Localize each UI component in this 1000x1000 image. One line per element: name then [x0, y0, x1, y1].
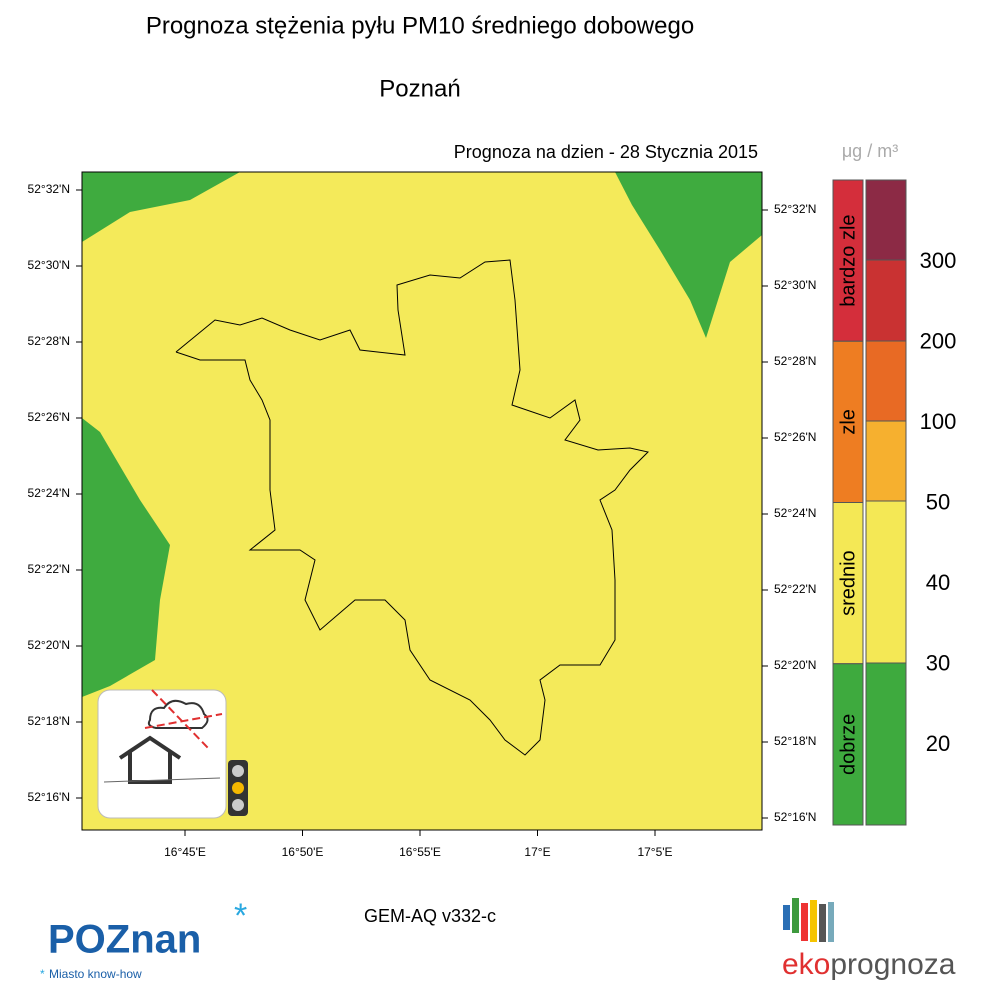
cross-line: [151, 689, 211, 751]
category-label: bardzo zle: [837, 214, 859, 306]
lat-label-right: 52°24'N: [774, 506, 816, 520]
lat-label-left: 52°30'N: [28, 258, 70, 272]
level-label: 200: [920, 328, 957, 353]
forecast-date: Prognoza na dzien - 28 Stycznia 2015: [454, 142, 758, 162]
logo-bar: [801, 903, 808, 941]
model-label: GEM-AQ v332-c: [364, 906, 496, 926]
lat-label-right: 52°18'N: [774, 734, 816, 748]
lat-label-left: 52°20'N: [28, 638, 70, 652]
level-label: 300: [920, 248, 957, 273]
category-band: [832, 340, 864, 503]
level-swatch: [865, 340, 907, 422]
city-boundary: [175, 259, 649, 756]
icon: [97, 689, 248, 819]
prognoza: prognoza: [830, 948, 955, 981]
eko-logo-icon: [783, 898, 834, 942]
light: [232, 799, 244, 811]
logo-bar: [828, 902, 834, 942]
lat-label-left: 52°16'N: [28, 790, 70, 804]
lon-label: 17°E: [524, 845, 550, 859]
green-area: [82, 418, 170, 697]
lat-label-left: 52°18'N: [28, 714, 70, 728]
level-swatch: [865, 500, 907, 664]
level-label: 50: [926, 489, 950, 514]
logo-asterisk-small: *: [40, 967, 45, 981]
cloud: [147, 699, 209, 729]
house: [118, 735, 182, 784]
poznan-tagline: Miasto know-how: [49, 967, 142, 981]
category-label: srednio: [837, 550, 859, 616]
lat-label-right: 52°16'N: [774, 810, 816, 824]
green-area: [615, 172, 762, 338]
category-label: dobrze: [837, 714, 859, 775]
lat-label-left: 52°32'N: [28, 182, 70, 196]
ground: [103, 777, 221, 783]
category-label: zle: [837, 409, 859, 435]
map-axes: 52°32'N 52°30'N 52°28'N 52°26'N 52°24'N 52°22…: [28, 182, 817, 859]
cross-line: [144, 713, 223, 729]
lat-label-left: 52°22'N: [28, 562, 70, 576]
lat-label-right: 52°26'N: [774, 430, 816, 444]
logo-bar: [819, 904, 826, 942]
lat-label-right: 52°28'N: [774, 354, 816, 368]
level-label: 40: [926, 570, 950, 595]
category-band: [832, 502, 864, 665]
logo-bar: [792, 898, 799, 933]
lat-label-right: 52°22'N: [774, 582, 816, 596]
lat-label-left: 52°28'N: [28, 334, 70, 348]
category-band: [832, 663, 864, 826]
map-frame: [81, 171, 763, 831]
green-area: [82, 172, 240, 242]
lon-label: 16°55'E: [399, 845, 441, 859]
lat-label-right: 52°20'N: [774, 658, 816, 672]
level-label: 30: [926, 650, 950, 675]
eko: eko: [782, 948, 830, 981]
level-swatch: [865, 259, 907, 342]
lat-label-left: 52°24'N: [28, 486, 70, 500]
legend: bardzo zle zle srednio dobrze 300 200 100 50 40 3…: [832, 179, 957, 826]
poznan-logo: POZnan: [48, 918, 201, 962]
subtitle: Poznań: [379, 75, 460, 102]
level-label: 20: [926, 731, 950, 756]
lat-label-right: 52°32'N: [774, 202, 816, 216]
unit: μg / m³: [842, 141, 898, 161]
lon-label: 16°45'E: [164, 845, 206, 859]
lon-label: 16°50'E: [282, 845, 324, 859]
logo-bar: [783, 905, 790, 930]
lon-label: 17°5'E: [637, 845, 672, 859]
light: [232, 765, 244, 777]
lat-label-right: 52°30'N: [774, 278, 816, 292]
title: Prognoza stężenia pyłu PM10 średniego do…: [146, 12, 694, 39]
level-swatch: [865, 420, 907, 502]
level-swatch: [865, 662, 907, 826]
map: 52°32'N 52°30'N 52°28'N 52°26'N 52°24'N 52°22…: [28, 171, 817, 859]
eko-logo: ekoprognoza: [782, 948, 956, 981]
level-label: 100: [920, 409, 957, 434]
light: [232, 782, 244, 794]
level-swatch: [865, 179, 907, 261]
logo-bar: [810, 900, 817, 942]
category-band: [832, 179, 864, 342]
lat-label-left: 52°26'N: [28, 410, 70, 424]
logo-asterisk: *: [234, 897, 247, 935]
